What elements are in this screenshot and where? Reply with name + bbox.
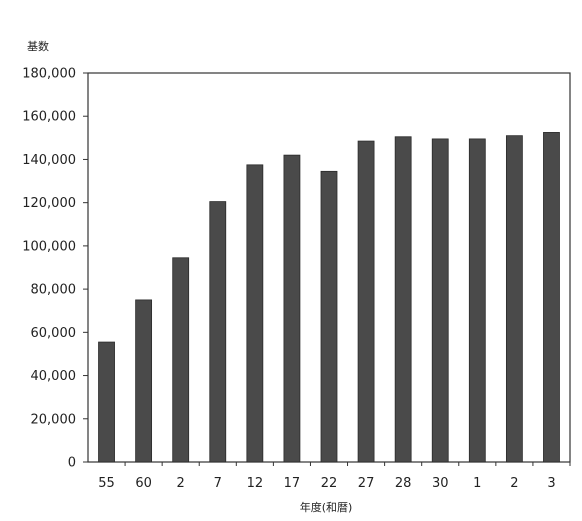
x-tick-label: 30 xyxy=(432,476,449,491)
bar-22-6 xyxy=(320,170,338,463)
x-tick-label: 12 xyxy=(247,476,264,491)
bar-3-12 xyxy=(543,132,560,463)
y-tick-label: 180,000 xyxy=(22,67,76,82)
x-tick-label: 7 xyxy=(214,476,222,491)
y-tick-label: 20,000 xyxy=(31,412,77,427)
x-tick-label: 27 xyxy=(358,476,375,491)
bar-1-10 xyxy=(468,138,486,463)
x-axis-title: 年度(和暦) xyxy=(300,500,353,514)
x-tick-label: 17 xyxy=(284,476,301,491)
bar-27-7 xyxy=(357,140,375,463)
x-tick-label: 3 xyxy=(547,476,555,491)
plot-area: 0 20,000 40,000 60,000 80,000 100,000 120,000 1… xyxy=(22,67,571,491)
bar-30-9 xyxy=(431,138,449,463)
x-tick-label: 55 xyxy=(98,476,115,491)
bar-7-3 xyxy=(209,201,227,463)
bar-2-11 xyxy=(505,135,523,463)
bar-55-0 xyxy=(98,341,115,463)
x-tick-label: 2 xyxy=(177,476,185,491)
y-tick-label: 80,000 xyxy=(31,283,77,298)
bar-17-5 xyxy=(283,154,301,463)
bar-2-2 xyxy=(172,257,190,463)
y-tick-label: 100,000 xyxy=(22,239,76,254)
y-tick-label: 60,000 xyxy=(31,326,77,341)
x-tick-label: 60 xyxy=(135,476,152,491)
y-tick-label: 140,000 xyxy=(22,153,76,168)
x-tick-label: 1 xyxy=(473,476,481,491)
y-tick-label: 0 xyxy=(68,456,76,471)
x-tick-label: 28 xyxy=(395,476,412,491)
bar-12-4 xyxy=(246,164,264,463)
y-tick-label: 120,000 xyxy=(22,196,76,211)
y-tick-label: 160,000 xyxy=(22,110,76,125)
x-tick-label: 22 xyxy=(321,476,338,491)
x-tick-label: 2 xyxy=(510,476,518,491)
bar-60-1 xyxy=(135,299,153,463)
y-tick-label: 40,000 xyxy=(31,369,77,384)
bar-28-8 xyxy=(394,136,412,463)
y-axis-title: 基数 xyxy=(27,40,49,53)
